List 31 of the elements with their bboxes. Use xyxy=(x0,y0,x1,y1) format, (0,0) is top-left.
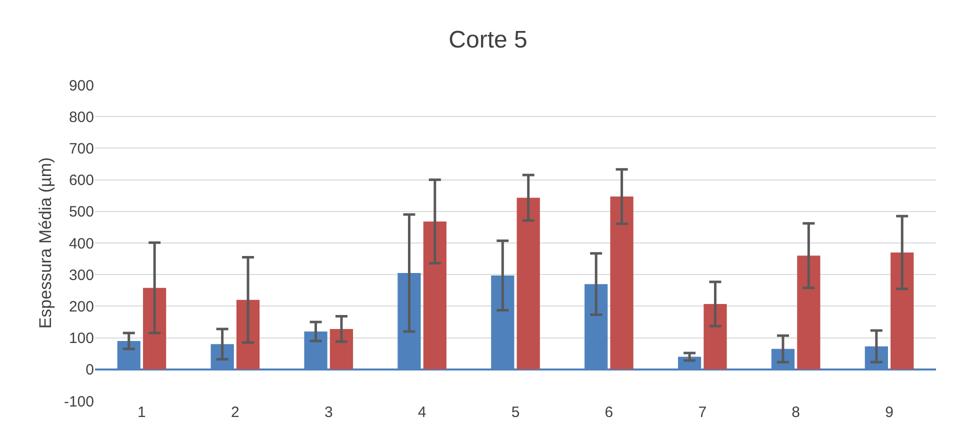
bar xyxy=(610,196,634,370)
x-tick-label: 5 xyxy=(511,404,520,421)
y-axis-title: Espessura Média (µm) xyxy=(36,157,55,329)
bar xyxy=(516,198,540,370)
bar xyxy=(890,252,914,370)
bar xyxy=(143,288,166,370)
x-tick-label: 8 xyxy=(792,404,800,421)
y-tick-label: 100 xyxy=(68,330,94,348)
bar xyxy=(236,300,260,370)
y-tick-label: 900 xyxy=(68,77,94,94)
x-tick-label: 9 xyxy=(885,404,894,421)
y-tick-label: 800 xyxy=(68,108,94,126)
bar xyxy=(423,222,446,370)
y-tick-label: 400 xyxy=(68,235,94,252)
y-tick-label: 700 xyxy=(68,140,94,158)
y-tick-label: 0 xyxy=(86,362,94,379)
y-tick-label: 300 xyxy=(68,266,94,284)
x-tick-label: 7 xyxy=(698,404,707,421)
chart-title: Corte 5 xyxy=(448,26,528,54)
x-tick-label: 4 xyxy=(418,404,426,421)
x-tick-label: 1 xyxy=(138,404,146,421)
x-tick-label: 3 xyxy=(324,404,333,421)
x-tick-label: 6 xyxy=(604,404,614,421)
y-tick-label: 500 xyxy=(68,204,94,221)
y-tick-label: -100 xyxy=(64,393,94,410)
bar xyxy=(797,256,820,370)
x-tick-label: 2 xyxy=(231,404,240,421)
y-tick-label: 200 xyxy=(68,298,94,316)
bar xyxy=(330,328,354,370)
y-tick-label: 600 xyxy=(68,172,94,190)
bar xyxy=(704,304,727,370)
